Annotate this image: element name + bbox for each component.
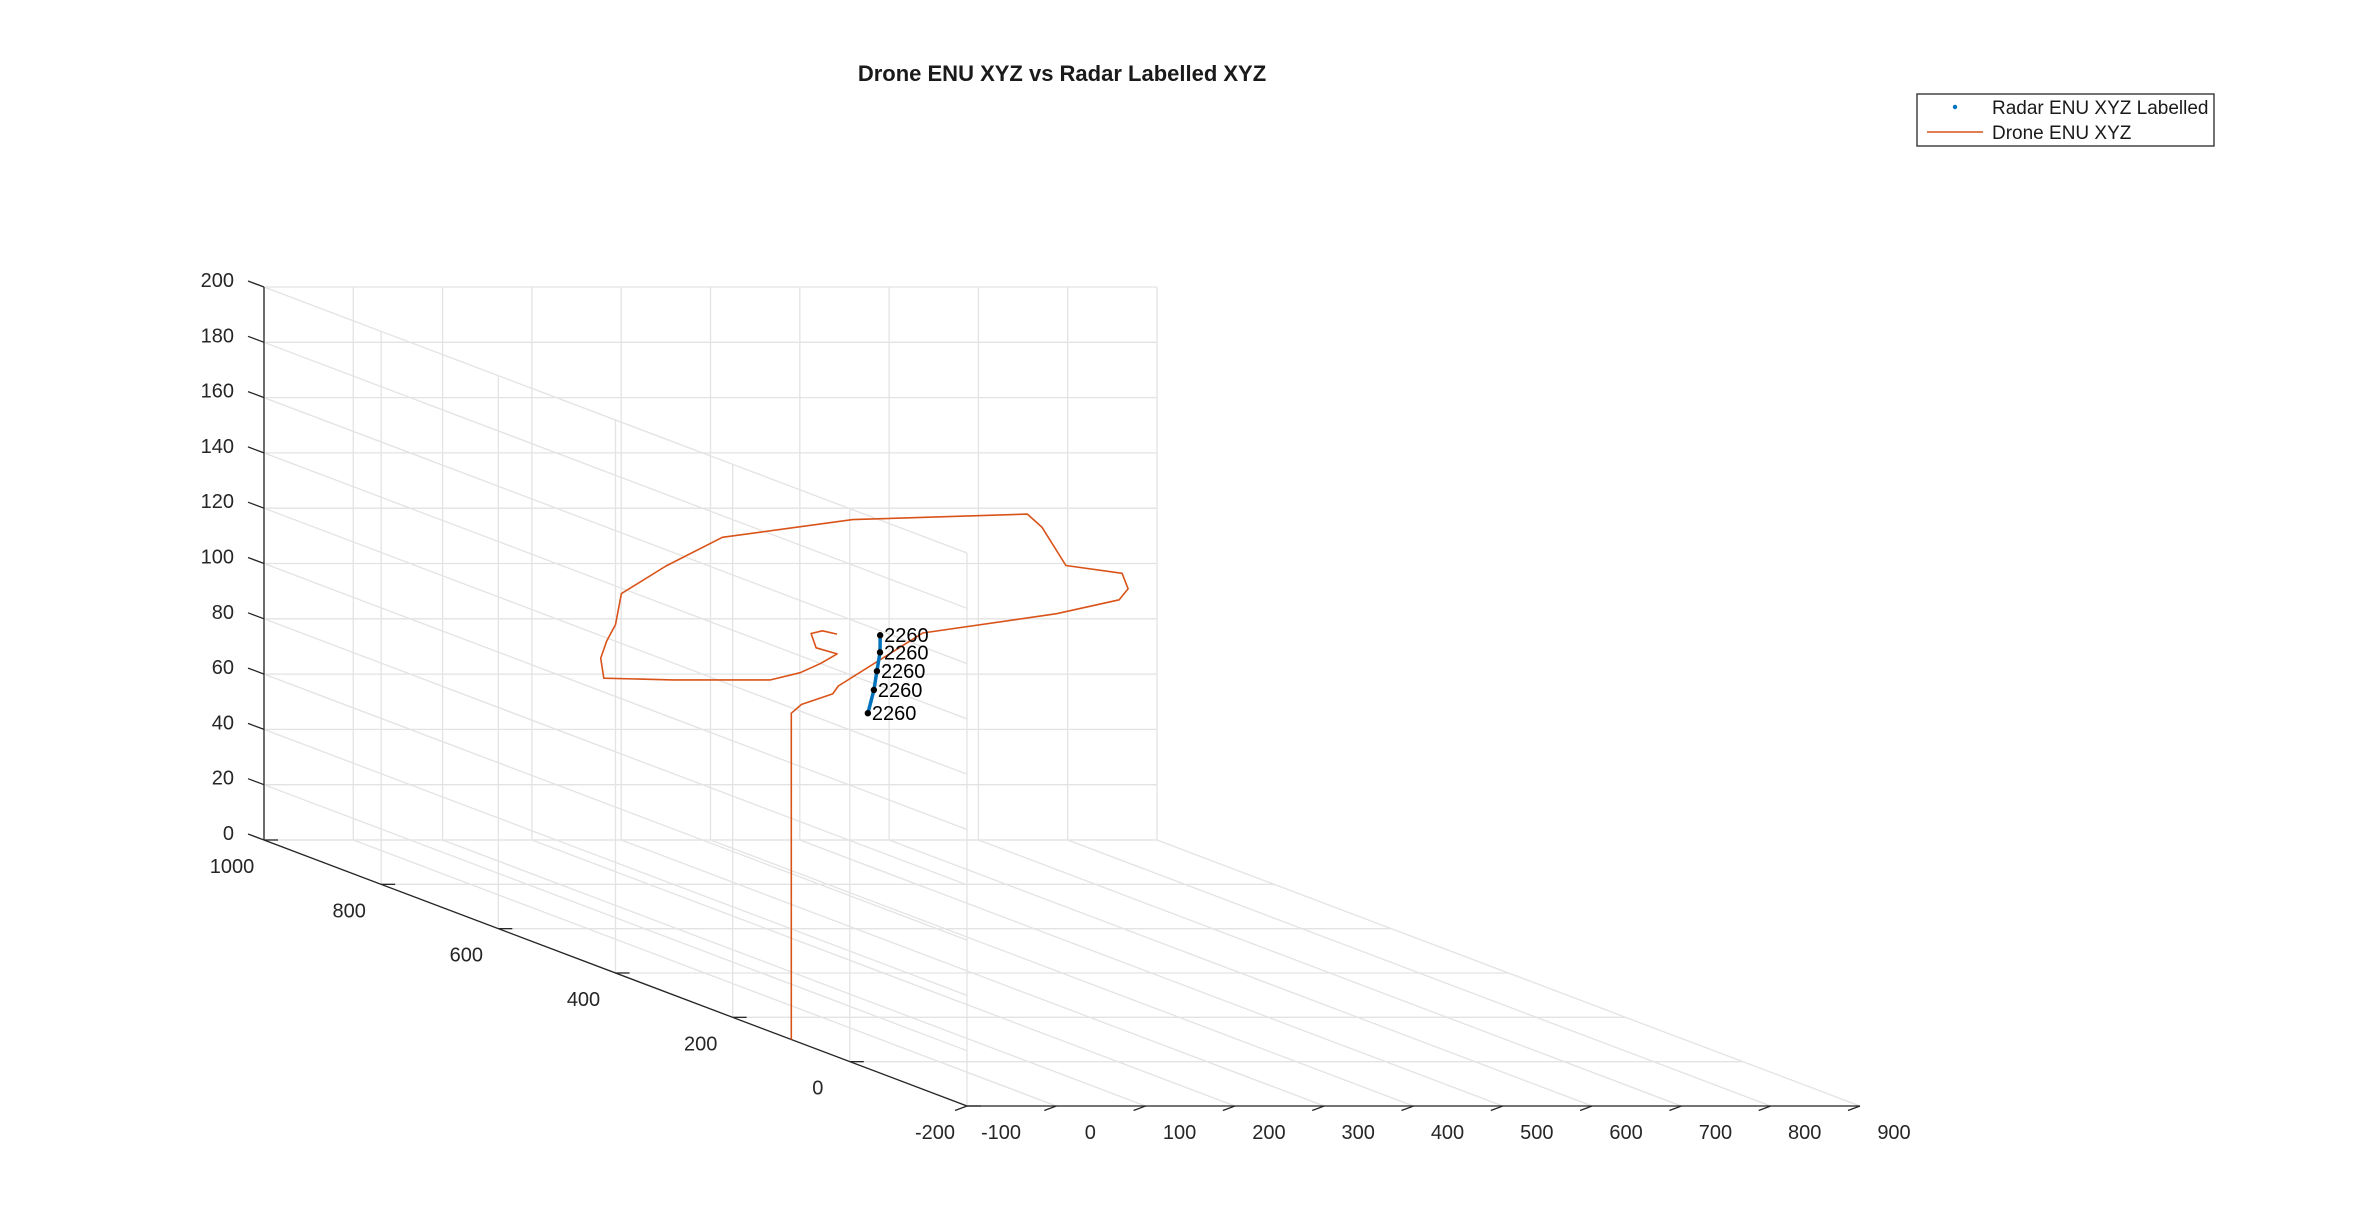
z-tick [247, 446, 265, 454]
x-tick-label: 500 [1520, 1122, 1553, 1144]
z-tick [247, 778, 265, 786]
x-tick [1579, 1105, 1593, 1112]
x-tick [1133, 1105, 1146, 1112]
y-tick-label: 800 [332, 900, 365, 922]
x-tick-label: 100 [1163, 1122, 1196, 1144]
tick-labels: -100 0 100 200 300 400 500 600 700 800 900-2000200… [201, 270, 1911, 1144]
x-tick [1222, 1105, 1236, 1112]
x-tick [1044, 1105, 1057, 1112]
drone-trajectory-line [599, 513, 1129, 1040]
x-tick [1490, 1105, 1504, 1112]
z-tick [247, 556, 265, 565]
y-tick-label: 600 [450, 945, 483, 967]
z-tick-label: 0 [223, 823, 234, 845]
y-tick-label: -200 [915, 1122, 955, 1144]
radar-point [870, 686, 878, 694]
grid-layer [263, 286, 1861, 1107]
radar-point-label: 2260 [884, 625, 929, 647]
x-tick-label: 600 [1609, 1122, 1642, 1144]
radar-point [876, 632, 884, 639]
z-tick-label: 40 [212, 712, 234, 734]
legend-marker-radar [1952, 104, 1958, 110]
x-tick-label: 900 [1877, 1122, 1910, 1144]
x-tick [1311, 1105, 1325, 1112]
x-tick-label: 300 [1342, 1122, 1375, 1144]
x-tick-label: 200 [1252, 1122, 1285, 1144]
x-tick [1669, 1105, 1682, 1112]
grid-line [263, 728, 968, 997]
z-tick [247, 722, 265, 731]
x-tick [1847, 1105, 1861, 1112]
z-tick-label: 200 [201, 270, 234, 292]
radar-point-label: 2260 [881, 661, 926, 683]
x-tick-label: 400 [1431, 1122, 1464, 1144]
legend-box [1916, 93, 2215, 147]
radar-point-label: 2260 [878, 680, 923, 702]
z-tick-label: 100 [201, 547, 234, 569]
chart-title: Drone ENU XYZ vs Radar Labelled XYZ [858, 61, 1266, 86]
z-tick-label: 160 [201, 381, 234, 403]
x-tick [1758, 1105, 1771, 1112]
z-tick [247, 667, 265, 675]
y-tick-label: 400 [567, 989, 600, 1011]
z-tick-label: 180 [201, 325, 234, 347]
axis-layer [247, 280, 1861, 1112]
legend: Radar ENU XYZ Labelled Drone ENU XYZ [1916, 93, 2215, 147]
z-tick-label: 80 [212, 602, 234, 624]
z-tick [247, 280, 265, 288]
legend-label-radar: Radar ENU XYZ Labelled [1992, 98, 2209, 119]
x-tick-label: 800 [1788, 1122, 1821, 1144]
x-tick [954, 1105, 968, 1112]
z-tick-label: 120 [201, 491, 234, 513]
z-tick-label: 60 [212, 657, 234, 679]
grid-line [263, 784, 968, 1052]
z-tick [247, 335, 265, 343]
z-tick [247, 390, 265, 399]
legend-label-drone: Drone ENU XYZ [1992, 123, 2132, 144]
grid-line [263, 673, 968, 941]
radar-point-label: 2260 [872, 703, 917, 725]
radar-point [873, 667, 881, 675]
z-tick-label: 140 [201, 436, 234, 458]
x-tick-label: -100 [981, 1122, 1021, 1144]
z-tick-label: 20 [212, 768, 234, 790]
x-tick-label: 700 [1699, 1122, 1732, 1144]
z-tick [247, 833, 265, 841]
x-tick-label: 0 [1085, 1122, 1096, 1144]
z-tick [247, 612, 265, 620]
y-tick-label: 0 [812, 1078, 823, 1100]
z-tick [247, 501, 265, 509]
radar-point [876, 649, 884, 656]
radar-point [864, 709, 872, 717]
x-tick [1401, 1105, 1414, 1112]
y-tick-label: 200 [684, 1033, 717, 1055]
radar-point-label: 2260 [884, 642, 929, 664]
y-tick-label: 1000 [210, 856, 255, 878]
